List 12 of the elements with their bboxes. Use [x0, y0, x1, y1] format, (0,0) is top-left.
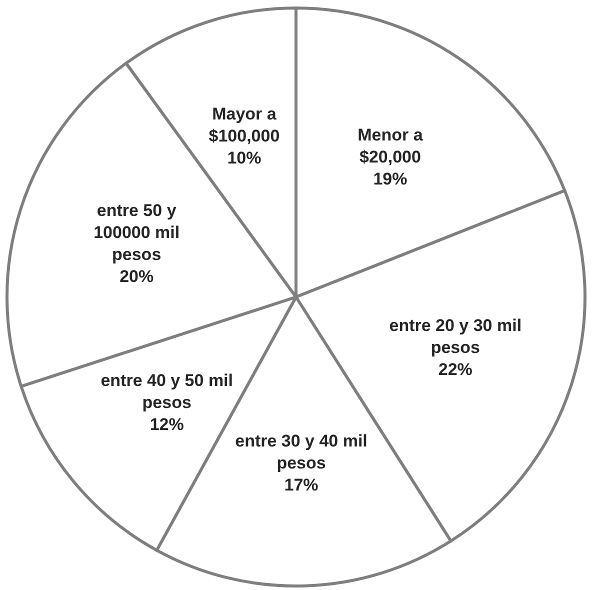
slice-label: entre 40 y 50 mil pesos — [100, 371, 234, 412]
data-label: 22% — [438, 360, 472, 380]
data-label: 19% — [373, 170, 408, 189]
data-label: 10% — [227, 149, 262, 168]
slice-label: entre 30 y 40 mil pesos — [235, 432, 368, 474]
slice-label: entre 20 y 30 mil pesos — [389, 316, 522, 358]
slice-label: Mayor a $100,000 — [208, 105, 280, 146]
data-label: 20% — [120, 268, 154, 287]
slice-label: Menor a $20,000 — [358, 126, 424, 167]
data-label: 17% — [284, 476, 318, 496]
data-label: 12% — [150, 415, 184, 434]
slice-label: entre 50 y 100000 mil pesos — [94, 202, 180, 265]
